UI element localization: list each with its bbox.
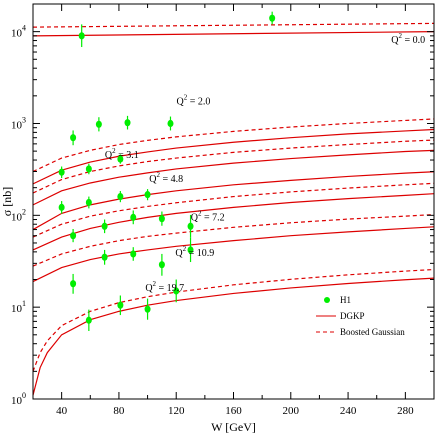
q2-label: Q2 = 4.8 [149, 171, 183, 185]
h1-data-point [78, 24, 85, 48]
h1-data-point [187, 214, 194, 238]
boosted-gaussian-curve-0 [32, 22, 435, 28]
legend: H1 DGKP Boosted Gaussian [316, 295, 405, 337]
y-tick-label: 100 [11, 391, 26, 407]
h1-marker [124, 119, 131, 127]
y-tick-label: 102 [11, 207, 26, 223]
h1-marker [58, 168, 65, 176]
h1-marker [158, 215, 165, 223]
x-tick-label: 40 [56, 405, 68, 417]
h1-data-point [117, 154, 124, 164]
h1-data-point [117, 295, 124, 316]
labels-layer: Q2 = 0.0 Q2 = 2.0 Q2 = 3.1 Q2 = 4.8 Q2 = 7.2… [105, 32, 425, 294]
h1-data-point [85, 196, 92, 209]
h1-data-point [187, 237, 194, 263]
h1-marker [173, 287, 180, 295]
dgkp-curve-4 [32, 193, 435, 251]
dgkp-curve-2 [32, 149, 435, 206]
plot-frame [32, 3, 435, 400]
h1-marker [78, 32, 85, 40]
q2-label: Q2 = 7.2 [191, 209, 225, 223]
h1-marker [158, 261, 165, 269]
q2-label: Q2 = 3.1 [105, 147, 139, 161]
h1-marker [70, 280, 77, 288]
h1-data-point [85, 309, 92, 332]
q2-label: Q2 = 0.0 [391, 32, 425, 46]
h1-marker [58, 203, 65, 211]
h1-data-point [158, 253, 165, 276]
h1-marker [101, 253, 108, 261]
h1-marker [70, 134, 77, 142]
h1-marker [269, 14, 276, 22]
boosted-gaussian-curve-5 [32, 213, 435, 267]
h1-marker [167, 119, 174, 128]
y-tick-label: 101 [11, 299, 26, 315]
boosted-gaussian-curve-2 [32, 139, 435, 194]
h1-data-point [95, 117, 102, 132]
h1-data-point [58, 166, 65, 178]
h1-marker [130, 250, 137, 258]
boosted-gaussian-curve-4 [32, 182, 435, 238]
h1-marker [85, 316, 92, 324]
h1-data-point [70, 130, 77, 146]
h1-marker [187, 246, 194, 254]
h1-marker [95, 120, 102, 128]
h1-marker [117, 155, 124, 163]
dgkp-curve-0 [32, 31, 435, 37]
h1-data-point [101, 249, 108, 265]
h1-data-point [130, 210, 137, 225]
x-tick-label: 120 [168, 405, 185, 417]
y-tick-label: 104 [11, 24, 26, 40]
h1-marker [85, 198, 92, 207]
h1-marker [101, 222, 108, 230]
dgkp-curve-1 [32, 128, 435, 185]
h1-data-point [124, 115, 131, 130]
boosted-gaussian-curve-1 [32, 118, 435, 173]
h1-data-point [167, 116, 174, 131]
legend-h1-label: H1 [340, 295, 351, 305]
y-axis-title: σ [nb] [0, 187, 14, 216]
h1-data-point [58, 201, 65, 214]
h1-marker [130, 213, 137, 221]
q2-label: Q2 = 19.7 [145, 280, 184, 294]
h1-data-point [144, 298, 151, 320]
q2-label: Q2 = 2.0 [176, 94, 210, 108]
legend-h1-marker [324, 297, 330, 303]
h1-data-point [269, 11, 276, 25]
x-tick-label: 240 [340, 405, 357, 417]
q2-label: Q2 = 10.9 [175, 245, 214, 259]
h1-marker [70, 232, 77, 240]
x-tick-label: 280 [397, 405, 414, 417]
h1-data-point [70, 273, 77, 294]
x-tick-label: 160 [225, 405, 242, 417]
h1-marker [187, 222, 194, 230]
points-layer [58, 11, 276, 332]
h1-marker [144, 191, 151, 199]
h1-data-point [173, 279, 180, 303]
ticks-layer: 40 80 120 160 200 240 280 100 101 102 103 104 [11, 3, 435, 417]
h1-marker [85, 165, 92, 173]
h1-data-point [117, 191, 124, 203]
curves-layer [32, 22, 435, 396]
h1-marker [144, 305, 151, 313]
x-axis-title: W [GeV] [211, 420, 256, 434]
legend-bg-label: Boosted Gaussian [340, 327, 405, 337]
x-tick-label: 80 [113, 405, 125, 417]
h1-data-point [158, 211, 165, 226]
dgkp-curve-5 [32, 226, 435, 283]
boosted-gaussian-curve-6 [32, 268, 435, 372]
dgkp-curve-3 [32, 171, 435, 231]
h1-data-point [144, 189, 151, 201]
h1-data-point [101, 219, 108, 234]
h1-marker [117, 301, 124, 309]
h1-data-point [85, 163, 92, 175]
legend-dgkp-label: DGKP [340, 311, 365, 321]
y-tick-label: 103 [11, 115, 26, 131]
axes-layer [32, 3, 435, 400]
h1-data-point [70, 228, 77, 243]
h1-marker [117, 192, 124, 201]
h1-data-point [130, 247, 137, 261]
x-tick-label: 200 [283, 405, 300, 417]
